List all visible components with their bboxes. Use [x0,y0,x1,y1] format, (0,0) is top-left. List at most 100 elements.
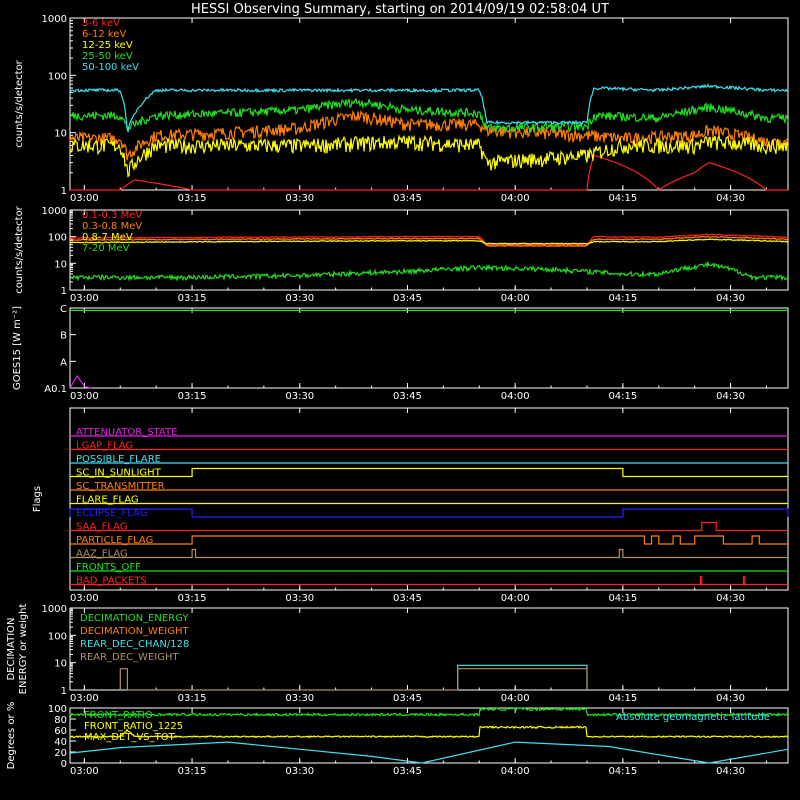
y-axis-label: ENERGY or weight [18,604,29,695]
x-tick-label: 03:00 [70,693,99,704]
legend-entry: REAR_DEC_WEIGHT [80,652,179,663]
series-line-goes [69,374,92,389]
flag-label: BAD_PACKETS [76,576,147,587]
panel-frame [69,17,789,191]
flag-label: FLARE_FLAG [76,495,139,506]
y-tick-label: 10 [54,259,67,270]
x-tick-label: 03:15 [178,766,207,777]
series-line-25-50-kev [69,97,789,135]
x-tick-label: 04:15 [608,193,637,204]
panel-flags: 03:00 03:15 03:30 03:45 04:00 04:15 04:30 Flags… [32,407,789,604]
panel-frame [69,407,789,591]
x-tick-label: 04:15 [608,293,637,304]
legend-entry: 50-100 keV [82,62,139,73]
figure-title: HESSI Observing Summary, starting on 201… [191,2,609,17]
flag-label: PARTICLE_FLAG [76,535,153,546]
y-tick-label: 20 [54,748,67,759]
flag-trace [70,467,788,478]
x-tick-label: 04:30 [716,593,745,604]
series-line-0-3-0-8-mev [69,235,789,248]
y-tick-label: A0.1 [44,384,67,395]
legend-entry: 6-12 keV [82,29,126,40]
x-tick-label: 03:30 [285,293,314,304]
panel-ratios: 03:00 03:15 03:30 03:45 04:00 04:15 04:30 02040… [6,702,789,777]
x-tick-label: 04:30 [716,693,745,704]
legend-entry: FRONT_RATIO [84,710,153,721]
legend-entry: 0.8-7 MeV [82,232,133,243]
x-tick-label: 03:45 [393,593,422,604]
y-tick-label: 100 [48,631,67,642]
legend-entry: Absolute geomagnetic latitude [616,712,770,723]
panel-frame [69,707,789,764]
x-tick-label: 04:30 [716,193,745,204]
y-axis-label: counts/s/detector [14,59,25,147]
series-line-latitude [69,741,789,764]
y-axis-label: counts/s/detector [14,205,25,293]
x-tick-label: 03:15 [178,391,207,402]
x-tick-label: 04:00 [501,193,530,204]
flag-trace [70,521,788,532]
y-tick-label: 1000 [42,604,67,615]
legend-entry: 7-20 MeV [82,243,130,254]
x-tick-label: 04:15 [608,766,637,777]
y-tick-label: 40 [54,737,67,748]
panel-decimation: 03:00 03:15 03:30 03:45 04:00 04:15 04:30 1 10 10… [6,604,789,704]
legend-entry: 3-6 keV [82,18,120,29]
y-axis-label: GOES15 [W m⁻²] [12,306,23,390]
x-tick-label: 04:15 [608,593,637,604]
y-tick-label: 10 [54,129,67,140]
flag-trace [70,548,788,559]
flag-label: ECLIPSE_FLAG [76,508,147,519]
series-line-0-1-0-3-mev [69,233,789,246]
x-tick-label: 03:45 [393,693,422,704]
legend-entry: DECIMATION_WEIGHT [80,626,189,637]
series-line-0-8-7-mev [69,238,789,245]
y-tick-label: A [60,357,67,368]
x-tick-label: 04:00 [501,766,530,777]
y-tick-label: 1000 [42,14,67,25]
panel-low-energy-rates: 03:00 03:15 03:30 03:45 04:00 04:15 04:30 1 10 10… [14,14,789,204]
flag-label: POSSIBLE_FLARE [76,454,161,465]
x-tick-label: 03:15 [178,293,207,304]
panel-goes: 03:00 03:15 03:30 03:45 04:00 04:15 04:30 A0.1 A… [12,304,789,402]
flag-trace [69,508,789,518]
flag-trace [70,535,788,545]
flag-trace [70,575,788,586]
x-tick-label: 04:00 [501,391,530,402]
x-tick-label: 04:00 [501,693,530,704]
x-tick-label: 04:30 [716,391,745,402]
flag-label: SAA_FLAG [76,522,127,533]
legend-entry: 12-25 keV [82,40,133,51]
y-axis-label: Flags [32,486,43,512]
x-tick-label: 04:30 [716,766,745,777]
x-tick-label: 03:00 [70,293,99,304]
x-tick-label: 04:00 [501,293,530,304]
x-tick-label: 04:15 [608,693,637,704]
flag-label: ATTENUATOR_STATE [76,427,177,438]
x-tick-label: 04:00 [501,593,530,604]
x-tick-label: 04:15 [608,391,637,402]
legend-entry: MAX_DET_VS_TOT [84,732,176,743]
y-tick-label: 1 [61,286,67,297]
flag-label: SC_IN_SUNLIGHT [76,468,162,479]
x-tick-label: 03:15 [178,693,207,704]
x-tick-label: 03:30 [285,766,314,777]
x-tick-label: 03:00 [70,391,99,402]
x-tick-label: 03:15 [178,193,207,204]
legend-entry: 25-50 keV [82,51,133,62]
series-line-6-12-kev [69,109,789,161]
series-line-12-25-kev [69,134,789,178]
panel-frame [69,307,789,389]
y-tick-label: 100 [48,71,67,82]
flag-label: LGAP_FLAG [76,441,133,452]
y-tick-label: 0 [61,759,67,770]
y-tick-label: 1 [61,686,67,697]
series-line-3-6-kev [70,155,788,191]
flag-label: SC_TRANSMITTER [76,481,165,492]
y-tick-label: 10 [54,659,67,670]
x-tick-label: 03:30 [285,193,314,204]
y-tick-label: 100 [48,704,67,715]
y-tick-label: 1 [61,186,67,197]
y-tick-label: 80 [54,715,67,726]
